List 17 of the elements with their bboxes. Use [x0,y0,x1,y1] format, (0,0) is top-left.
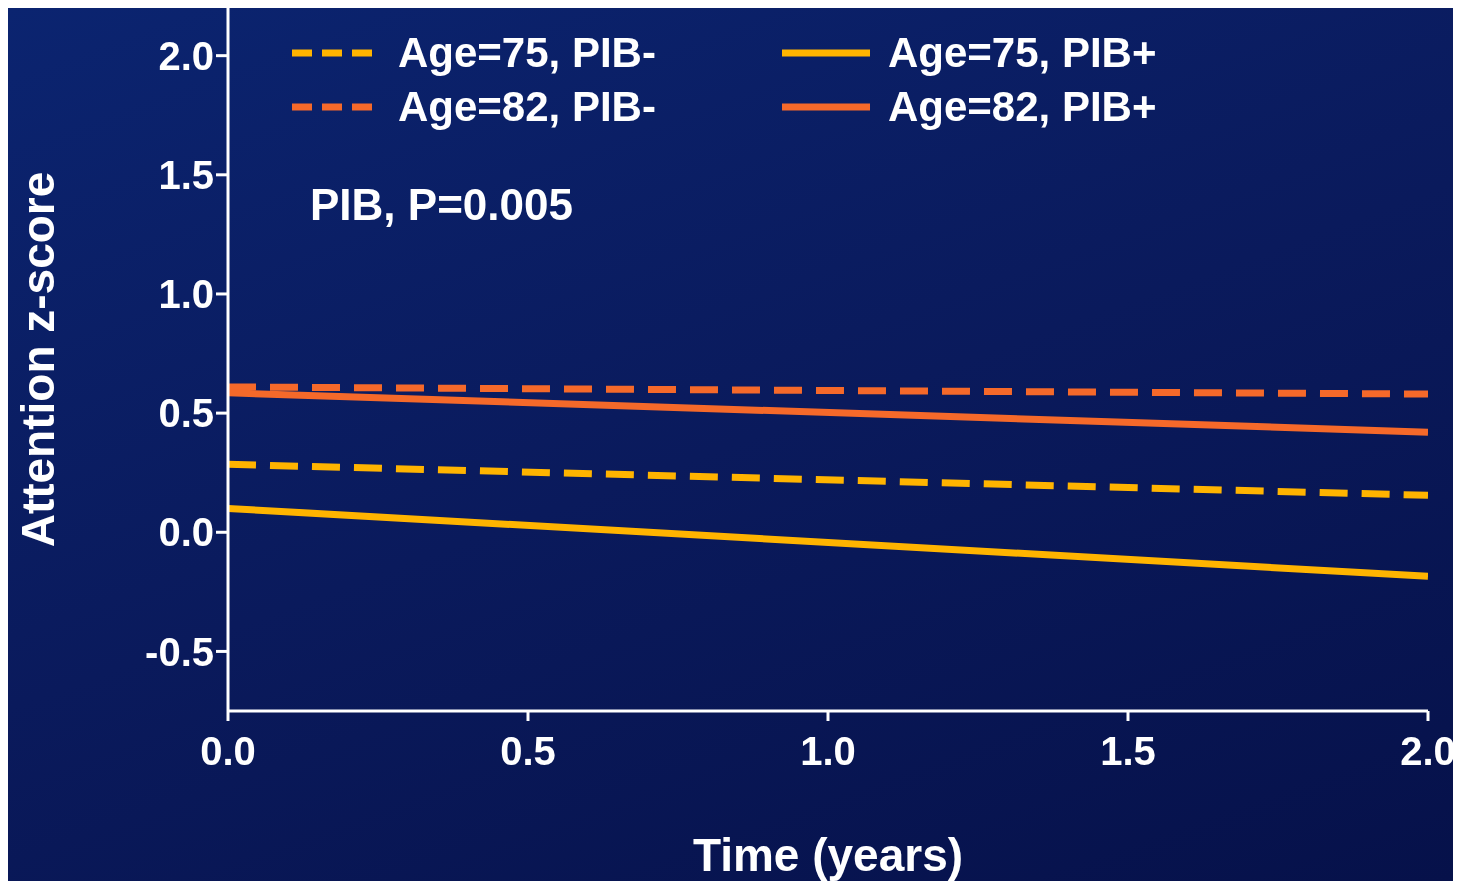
y-tick-label: 2.0 [158,33,214,78]
y-tick-label: 0.5 [158,391,214,436]
legend-label: Age=82, PIB+ [888,83,1157,131]
legend-label: Age=75, PIB+ [888,29,1157,77]
y-tick-label: 1.5 [158,153,214,198]
legend-label: Age=75, PIB- [398,29,656,77]
x-tick-label: 1.5 [1100,729,1156,774]
legend-label: Age=82, PIB- [398,83,656,131]
y-tick-label: 0.0 [158,510,214,555]
x-tick-label: 0.0 [200,729,256,774]
y-axis-title: Attention z-score [12,171,65,548]
y-tick-label: -0.5 [145,629,214,674]
x-axis-title: Time (years) [692,829,964,881]
annotation: PIB, P=0.005 [310,180,573,230]
y-tick-label: 1.0 [158,272,214,317]
x-tick-label: 1.0 [800,729,856,774]
x-tick-label: 0.5 [500,729,556,774]
